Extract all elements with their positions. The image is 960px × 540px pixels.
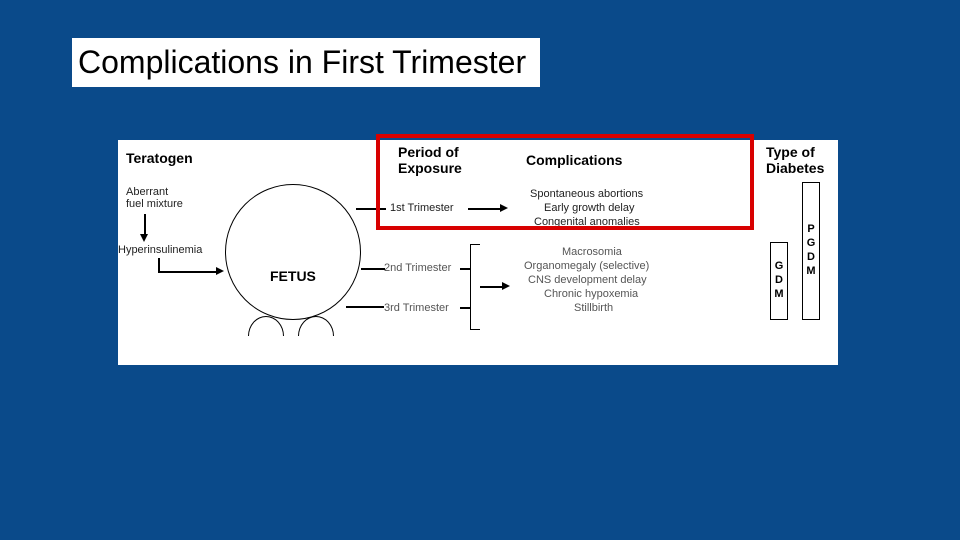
- fetus-line-3: [346, 306, 384, 308]
- elbow-h: [158, 271, 218, 273]
- bar-pgdm-label: PGDM: [805, 223, 817, 279]
- col-header-type-l2: Diabetes: [766, 160, 824, 176]
- bar-gdm: GDM: [770, 242, 788, 320]
- later-bracket: [470, 244, 480, 330]
- bracket-arrow: [502, 282, 510, 290]
- comp-later-1: Organomegaly (selective): [524, 260, 649, 272]
- col-header-complications: Complications: [526, 152, 622, 168]
- teratogen-step1-l2: fuel mixture: [126, 198, 183, 210]
- bar-pgdm: PGDM: [802, 182, 820, 320]
- comp-later-0: Macrosomia: [562, 246, 622, 258]
- p1-arrow-head: [500, 204, 508, 212]
- bracket-mid: [480, 286, 504, 288]
- arrow-line-1: [144, 214, 146, 236]
- col-header-type-l1: Type of: [766, 144, 815, 160]
- comp-later-2: CNS development delay: [528, 274, 647, 286]
- teratogen-step1-l1: Aberrant: [126, 186, 168, 198]
- arrow-down-icon: [140, 234, 148, 242]
- fetus-line-2: [361, 268, 385, 270]
- col-header-teratogen: Teratogen: [126, 150, 193, 166]
- col-header-period-l1: Period of: [398, 144, 459, 160]
- comp-first-2: Congenital anomalies: [534, 216, 640, 228]
- comp-later-4: Stillbirth: [574, 302, 613, 314]
- arrow-right-icon: [216, 267, 224, 275]
- p2-lead: [460, 268, 470, 270]
- teratogen-step2: Hyperinsulinemia: [118, 244, 202, 256]
- period-3: 3rd Trimester: [384, 302, 449, 314]
- comp-later-3: Chronic hypoxemia: [544, 288, 638, 300]
- p1-arrow-line: [468, 208, 502, 210]
- comp-first-0: Spontaneous abortions: [530, 188, 643, 200]
- period-1: 1st Trimester: [390, 202, 454, 214]
- col-header-period-l2: Exposure: [398, 160, 462, 176]
- fetus-circle: [225, 184, 361, 320]
- fetus-label: FETUS: [270, 268, 316, 284]
- slide-title: Complications in First Trimester: [72, 38, 540, 87]
- elbow-v: [158, 258, 160, 272]
- p3-lead: [460, 307, 470, 309]
- bar-gdm-label: GDM: [773, 260, 785, 302]
- period-2: 2nd Trimester: [384, 262, 451, 274]
- comp-first-1: Early growth delay: [544, 202, 635, 214]
- diagram-panel: Teratogen Period of Exposure Complicatio…: [118, 140, 838, 365]
- fetus-pad-left: [248, 316, 284, 336]
- fetus-line-1: [356, 208, 386, 210]
